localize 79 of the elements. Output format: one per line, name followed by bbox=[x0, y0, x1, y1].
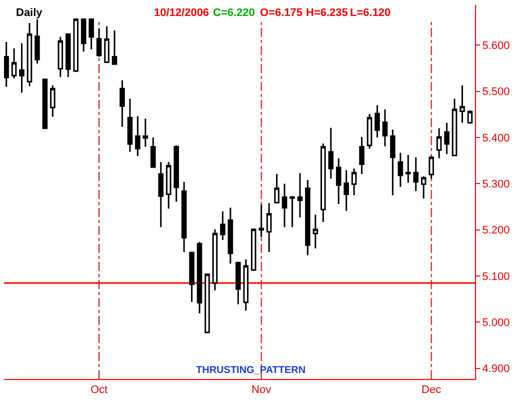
candlestick bbox=[274, 173, 280, 204]
candlestick bbox=[413, 156, 419, 192]
y-tick-label: 4.900 bbox=[482, 363, 510, 376]
candlestick bbox=[436, 128, 442, 160]
candlestick bbox=[467, 110, 473, 124]
candlestick bbox=[351, 168, 357, 196]
y-tick-label: 5.000 bbox=[482, 317, 510, 330]
candlestick bbox=[444, 122, 450, 155]
x-tick-label: Oct bbox=[90, 384, 108, 396]
candlestick bbox=[305, 179, 310, 256]
candlestick bbox=[452, 98, 458, 157]
candlestick bbox=[228, 206, 234, 264]
candlestick bbox=[80, 18, 86, 52]
candlestick bbox=[328, 127, 334, 180]
candlestick bbox=[250, 228, 256, 272]
x-tick-label: Dec bbox=[422, 384, 442, 396]
annotation: O=6.175 bbox=[260, 7, 303, 19]
candlestick bbox=[26, 22, 32, 88]
candlestick bbox=[104, 25, 110, 64]
candlestick bbox=[158, 161, 164, 228]
candlestick bbox=[189, 251, 194, 303]
candlestick bbox=[344, 170, 349, 212]
candlestick bbox=[428, 155, 434, 180]
candlestick bbox=[220, 210, 226, 241]
candlestick bbox=[4, 41, 9, 88]
candlestick bbox=[166, 161, 172, 210]
candlestick bbox=[11, 48, 17, 80]
candlestick bbox=[212, 228, 218, 292]
candlestick bbox=[382, 108, 388, 148]
candlestick bbox=[398, 152, 404, 188]
candlestick bbox=[290, 195, 295, 228]
y-tick-label: 5.300 bbox=[482, 178, 510, 191]
candlestick bbox=[50, 84, 56, 118]
candlestick bbox=[120, 80, 125, 128]
annotation: H=6.235 bbox=[306, 7, 348, 19]
annotation: L=6.120 bbox=[350, 7, 391, 19]
candlestick bbox=[258, 204, 264, 238]
candlestick bbox=[112, 30, 118, 65]
candlestick bbox=[142, 118, 148, 148]
candlestick bbox=[181, 181, 187, 253]
candlestick bbox=[336, 158, 342, 205]
candlestick bbox=[297, 172, 303, 218]
candlestick bbox=[96, 28, 102, 58]
x-tick-label: Nov bbox=[252, 384, 272, 396]
y-tick-label: 5.600 bbox=[482, 40, 510, 52]
candlestick bbox=[374, 104, 380, 138]
y-tick-label: 5.100 bbox=[482, 270, 510, 283]
candlestick bbox=[312, 214, 318, 250]
candlestick bbox=[390, 128, 396, 196]
y-tick-label: 5.400 bbox=[482, 132, 510, 144]
candlestick bbox=[174, 144, 179, 202]
candlestick bbox=[282, 182, 288, 228]
candlestick bbox=[204, 272, 210, 334]
y-tick-label: 5.500 bbox=[482, 86, 510, 98]
candlestick bbox=[366, 113, 372, 150]
y-tick-label: 5.200 bbox=[482, 224, 510, 237]
candlestick bbox=[19, 42, 24, 94]
candlestick bbox=[127, 98, 133, 153]
annotation: C=6.220 bbox=[213, 7, 255, 19]
candlestick bbox=[42, 78, 48, 130]
candlestick bbox=[58, 36, 64, 78]
annotation: THRUSTING_PATTERN bbox=[196, 365, 306, 376]
candlestick bbox=[266, 202, 272, 253]
annotation: 10/12/2006 bbox=[154, 7, 210, 19]
candlestick bbox=[320, 142, 326, 223]
candlestick bbox=[236, 260, 241, 305]
candlestick bbox=[243, 258, 249, 312]
candlestick bbox=[88, 18, 94, 50]
candlestick bbox=[406, 154, 411, 184]
candlestick bbox=[34, 18, 40, 64]
candlestick bbox=[73, 18, 79, 73]
candlestick bbox=[420, 176, 426, 200]
candlestick bbox=[460, 84, 465, 124]
candlestick bbox=[150, 136, 156, 168]
chart-title: Daily bbox=[16, 7, 44, 19]
candlestick bbox=[66, 32, 71, 78]
candlestick bbox=[359, 136, 364, 175]
candlestick bbox=[196, 241, 202, 314]
candlestick bbox=[135, 116, 140, 157]
